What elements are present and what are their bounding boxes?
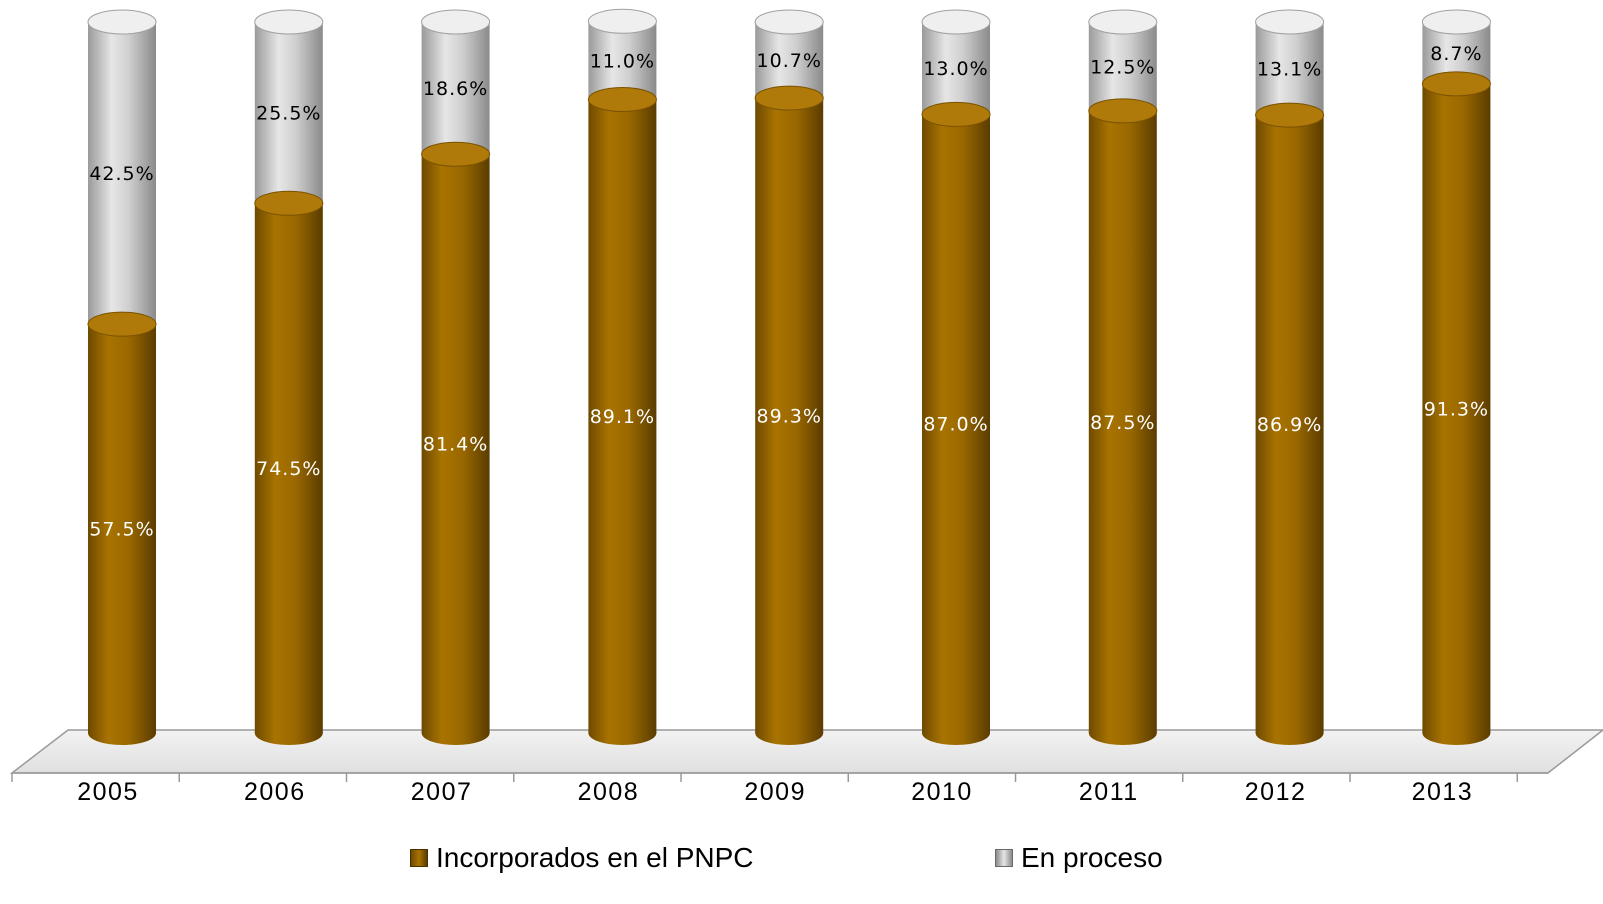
bar-incorporados-2005[interactable] xyxy=(87,311,157,745)
data-label-incorporados-2007: 81.4% xyxy=(423,434,488,456)
data-label-en-proceso-2010: 13.0% xyxy=(923,58,988,80)
bar-group-2011: 87.5% 12.5% xyxy=(1088,9,1158,745)
x-tick-label-2009: 2009 xyxy=(744,778,806,806)
x-tick-label-2007: 2007 xyxy=(411,778,473,806)
x-tick-label-2010: 2010 xyxy=(911,778,973,806)
data-label-incorporados-2013: 91.3% xyxy=(1424,398,1489,420)
bar-incorporados-2010[interactable] xyxy=(921,101,991,745)
bar-en-proceso-2005[interactable] xyxy=(87,9,157,337)
bar-group-2005: 57.5% 42.5% xyxy=(87,9,157,745)
bar-group-2007: 81.4% 18.6% xyxy=(421,9,491,745)
legend-label-en-proceso: En proceso xyxy=(1021,842,1163,873)
legend-item-incorporados[interactable]: Incorporados en el PNPC xyxy=(410,842,754,874)
data-label-en-proceso-2008: 11.0% xyxy=(590,50,655,72)
bar-group-2013: 91.3% 8.7% xyxy=(1421,9,1491,745)
bar-group-2009: 89.3% 10.7% xyxy=(754,9,824,745)
legend: Incorporados en el PNPC En proceso xyxy=(0,842,1603,892)
x-tick-label-2006: 2006 xyxy=(244,778,306,806)
x-tick-label-2008: 2008 xyxy=(578,778,640,806)
data-label-en-proceso-2007: 18.6% xyxy=(423,78,488,100)
legend-item-en-proceso[interactable]: En proceso xyxy=(995,842,1163,874)
x-tick-label-2012: 2012 xyxy=(1245,778,1307,806)
bar-incorporados-2007[interactable] xyxy=(421,141,491,745)
x-tick-label-2005: 2005 xyxy=(77,778,139,806)
bar-group-2006: 74.5% 25.5% xyxy=(254,9,324,745)
legend-label-incorporados: Incorporados en el PNPC xyxy=(436,842,754,873)
bar-incorporados-2011[interactable] xyxy=(1088,98,1158,745)
legend-swatch-incorporados xyxy=(410,849,428,867)
bar-incorporados-2008[interactable] xyxy=(587,86,657,745)
data-label-en-proceso-2009: 10.7% xyxy=(757,50,822,72)
legend-swatch-en-proceso xyxy=(995,849,1013,867)
bar-group-2010: 87.0% 13.0% xyxy=(921,9,991,745)
data-label-incorporados-2009: 89.3% xyxy=(757,406,822,428)
data-label-incorporados-2006: 74.5% xyxy=(256,458,321,480)
data-label-en-proceso-2013: 8.7% xyxy=(1430,43,1482,65)
data-label-incorporados-2005: 57.5% xyxy=(89,519,154,541)
bar-incorporados-2006[interactable] xyxy=(254,190,324,745)
data-label-en-proceso-2005: 42.5% xyxy=(89,163,154,185)
x-tick-label-2011: 2011 xyxy=(1079,778,1139,806)
data-label-en-proceso-2006: 25.5% xyxy=(256,103,321,125)
data-label-en-proceso-2012: 13.1% xyxy=(1257,59,1322,81)
bar-incorporados-2009[interactable] xyxy=(754,85,824,745)
data-label-incorporados-2012: 86.9% xyxy=(1257,414,1322,436)
data-label-incorporados-2010: 87.0% xyxy=(923,414,988,436)
bar-group-2008: 89.1% 11.0% xyxy=(587,8,657,745)
data-label-incorporados-2008: 89.1% xyxy=(590,406,655,428)
bar-incorporados-2012[interactable] xyxy=(1255,102,1325,745)
stacked-cylinder-chart: 57.5% 42.5% 74.5% 25.5% 81.4% 18.6% 89.1% 11.0%… xyxy=(9,8,1603,806)
bar-group-2012: 86.9% 13.1% xyxy=(1255,9,1325,745)
data-label-incorporados-2011: 87.5% xyxy=(1090,412,1155,434)
data-label-en-proceso-2011: 12.5% xyxy=(1090,56,1155,78)
x-tick-label-2013: 2013 xyxy=(1412,778,1474,806)
bar-incorporados-2013[interactable] xyxy=(1421,71,1491,745)
